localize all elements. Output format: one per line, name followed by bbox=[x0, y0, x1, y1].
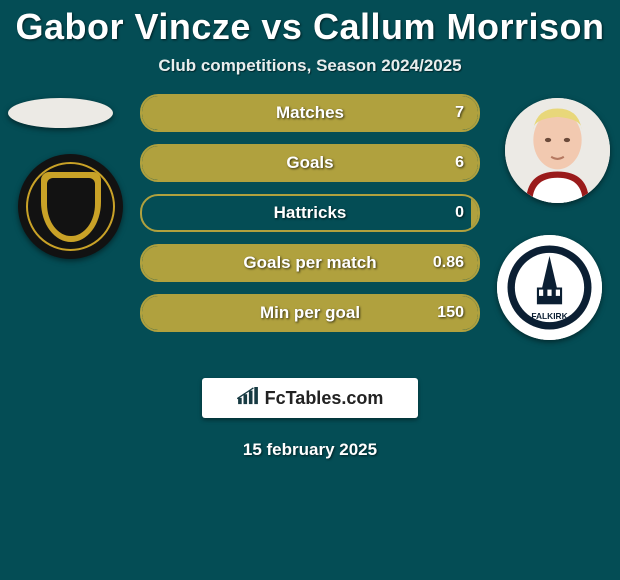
stat-bar-fill-right bbox=[471, 196, 478, 230]
svg-text:FALKIRK: FALKIRK bbox=[531, 311, 567, 321]
content-area: FALKIRK Matches7Goals6Hattricks0Goals pe… bbox=[0, 104, 620, 364]
stat-bar-fill-right bbox=[142, 296, 478, 330]
branding-badge: FcTables.com bbox=[202, 378, 418, 418]
player-left-photo bbox=[8, 98, 113, 128]
player-right-photo bbox=[505, 98, 610, 203]
stat-bar: Goals6 bbox=[140, 144, 480, 182]
comparison-title: Gabor Vincze vs Callum Morrison bbox=[0, 0, 620, 48]
stat-value-right: 150 bbox=[437, 296, 464, 330]
stat-bar: Hattricks0 bbox=[140, 194, 480, 232]
stat-bar-label: Hattricks bbox=[142, 196, 478, 230]
stat-bar: Min per goal150 bbox=[140, 294, 480, 332]
club-right-badge: FALKIRK bbox=[497, 235, 602, 340]
stat-bar: Goals per match0.86 bbox=[140, 244, 480, 282]
branding-text: FcTables.com bbox=[265, 388, 384, 409]
club-left-badge bbox=[18, 154, 123, 259]
stat-value-right: 0 bbox=[455, 196, 464, 230]
chart-icon bbox=[237, 387, 259, 410]
comparison-subtitle: Club competitions, Season 2024/2025 bbox=[0, 56, 620, 76]
stat-bar-fill-right bbox=[142, 146, 478, 180]
comparison-date: 15 february 2025 bbox=[0, 440, 620, 460]
stats-bars: Matches7 Goals6 Hattricks0 Goals per match0… bbox=[140, 94, 480, 344]
stat-bar-fill-right bbox=[142, 96, 478, 130]
stat-bar-fill-right bbox=[142, 246, 478, 280]
stat-value-right: 0.86 bbox=[433, 246, 464, 280]
stat-value-right: 6 bbox=[455, 146, 464, 180]
stat-bar: Matches7 bbox=[140, 94, 480, 132]
stat-value-right: 7 bbox=[455, 96, 464, 130]
